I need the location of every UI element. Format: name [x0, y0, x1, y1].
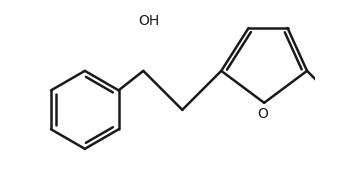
Text: O: O	[257, 107, 268, 121]
Text: OH: OH	[139, 14, 160, 28]
